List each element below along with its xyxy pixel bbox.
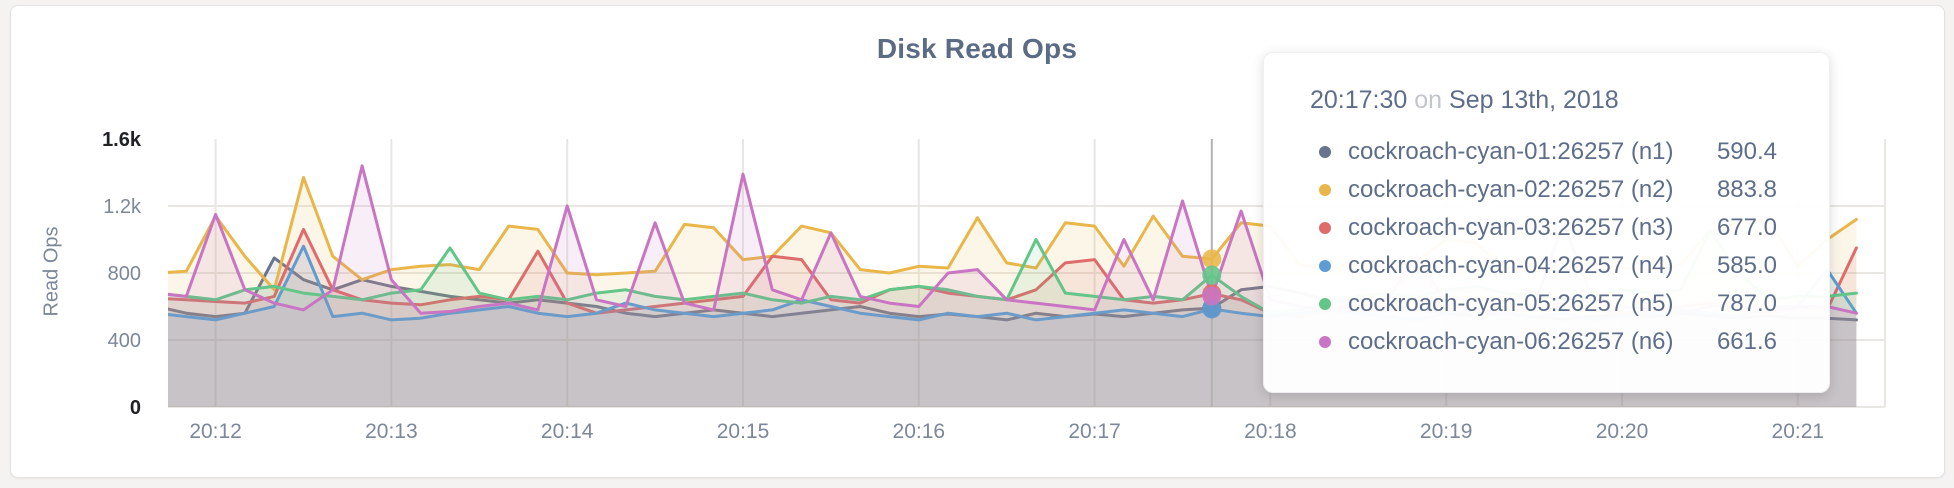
x-tick-label: 20:13 xyxy=(365,420,418,443)
series-value: 661.6 xyxy=(1716,328,1777,355)
series-color-dot-icon xyxy=(1319,260,1331,272)
series-color-dot-icon xyxy=(1319,336,1331,348)
series-name: cockroach-cyan-05:26257 (n5) xyxy=(1348,290,1674,317)
x-tick-label: 20:15 xyxy=(717,420,770,443)
series-name: cockroach-cyan-06:26257 (n6) xyxy=(1348,328,1674,355)
series-value: 883.8 xyxy=(1716,176,1777,203)
x-tick-label: 20:12 xyxy=(189,420,242,443)
hover-dot-n5 xyxy=(1202,265,1222,285)
tooltip-row: cockroach-cyan-06:26257 (n6) 661.6 xyxy=(1310,323,1777,361)
series-color-dot-icon xyxy=(1319,146,1331,158)
tooltip-rows: cockroach-cyan-01:26257 (n1) 590.4 cockroa… xyxy=(1310,133,1777,361)
tooltip-row: cockroach-cyan-02:26257 (n2) 883.8 xyxy=(1310,171,1777,209)
series-value: 585.0 xyxy=(1716,252,1777,279)
tooltip-row: cockroach-cyan-01:26257 (n1) 590.4 xyxy=(1310,133,1777,171)
y-tick-label: 1.2k xyxy=(103,196,142,218)
series-name: cockroach-cyan-01:26257 (n1) xyxy=(1348,138,1674,165)
series-value: 590.4 xyxy=(1716,138,1777,165)
tooltip-row: cockroach-cyan-05:26257 (n5) 787.0 xyxy=(1310,285,1777,323)
y-tick-label: 0 xyxy=(130,397,141,419)
tooltip-time: 20:17:30 xyxy=(1310,86,1408,114)
series-color-dot-icon xyxy=(1319,184,1331,196)
x-tick-label: 20:20 xyxy=(1596,420,1649,443)
series-name: cockroach-cyan-02:26257 (n2) xyxy=(1348,176,1674,203)
y-tick-label: 1.6k xyxy=(102,129,142,151)
series-value: 787.0 xyxy=(1716,290,1777,317)
tooltip-row: cockroach-cyan-03:26257 (n3) 677.0 xyxy=(1310,209,1777,247)
y-tick-label: 400 xyxy=(108,330,141,352)
series-name: cockroach-cyan-03:26257 (n3) xyxy=(1348,214,1674,241)
x-tick-label: 20:18 xyxy=(1244,420,1297,443)
x-tick-label: 20:21 xyxy=(1772,420,1825,443)
series-name: cockroach-cyan-04:26257 (n4) xyxy=(1348,252,1674,279)
series-color-dot-icon xyxy=(1319,298,1331,310)
tooltip-date: Sep 13th, 2018 xyxy=(1449,86,1619,114)
x-tick-label: 20:16 xyxy=(893,420,946,443)
series-color-dot-icon xyxy=(1319,222,1331,234)
hover-dot-n6 xyxy=(1202,286,1222,306)
tooltip-timestamp: 20:17:30 on Sep 13th, 2018 xyxy=(1310,83,1777,117)
chart-tooltip: 20:17:30 on Sep 13th, 2018 cockroach-cya… xyxy=(1263,52,1830,393)
x-tick-label: 20:17 xyxy=(1068,420,1121,443)
hover-dot-n2 xyxy=(1202,249,1222,269)
chart-title: Disk Read Ops xyxy=(876,33,1078,64)
x-tick-label: 20:14 xyxy=(541,420,594,443)
y-tick-label: 800 xyxy=(108,263,141,285)
x-tick-label: 20:19 xyxy=(1420,420,1473,443)
tooltip-conjunction: on xyxy=(1414,86,1443,114)
series-value: 677.0 xyxy=(1716,214,1777,241)
tooltip-row: cockroach-cyan-04:26257 (n4) 585.0 xyxy=(1310,247,1777,285)
